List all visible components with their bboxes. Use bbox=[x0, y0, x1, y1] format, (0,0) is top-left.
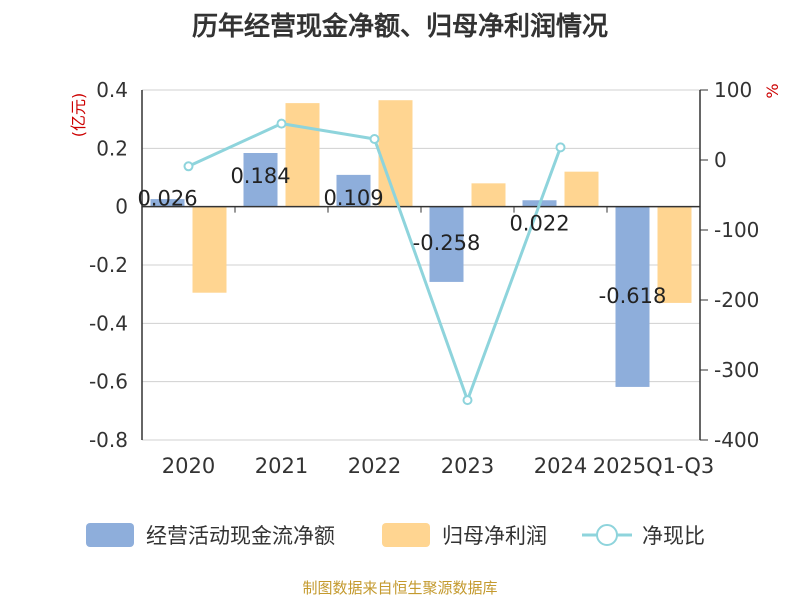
y-right-tick-label: 100 bbox=[714, 78, 752, 102]
chart-title: 历年经营现金净额、归母净利润情况 bbox=[191, 12, 608, 42]
x-tick-label: 2025Q1-Q3 bbox=[593, 454, 715, 478]
data-label: 0.026 bbox=[137, 187, 197, 211]
data-label: 0.184 bbox=[230, 164, 290, 188]
y-left-tick-label: -0.4 bbox=[89, 311, 128, 335]
data-label: 0.022 bbox=[509, 211, 569, 235]
bar-cash-flow bbox=[336, 174, 371, 207]
y-left-tick-label: 0 bbox=[115, 195, 128, 219]
line-point bbox=[369, 134, 380, 144]
y-left-tick-label: 0.4 bbox=[96, 78, 128, 102]
line-point bbox=[276, 118, 287, 129]
line-point bbox=[183, 161, 194, 172]
legend-swatch-net-profit bbox=[382, 523, 430, 547]
y-right-tick-label: -200 bbox=[714, 288, 759, 312]
y-right-tick-label: -100 bbox=[714, 218, 759, 242]
data-label: 0.109 bbox=[323, 186, 383, 210]
data-label: -0.618 bbox=[599, 284, 667, 308]
y-left-tick-label: -0.8 bbox=[89, 428, 128, 452]
bar-net-profit bbox=[657, 206, 692, 303]
y-left-axis-title: (亿元) bbox=[69, 93, 88, 138]
bar-net-profit bbox=[285, 103, 320, 207]
y-right-tick-label: -400 bbox=[714, 428, 759, 452]
data-label: -0.258 bbox=[413, 231, 481, 255]
line-point bbox=[462, 395, 473, 406]
y-right-tick-label: 0 bbox=[714, 148, 727, 172]
y-right-tick-label: -300 bbox=[714, 358, 759, 382]
bar-net-profit bbox=[564, 171, 599, 207]
y-left-tick-label: -0.6 bbox=[89, 370, 128, 394]
bar-cash-flow bbox=[243, 153, 278, 207]
bar-net-profit bbox=[378, 100, 413, 207]
x-tick-label: 2023 bbox=[441, 454, 494, 478]
legend-swatch-cash-flow bbox=[86, 523, 134, 547]
bar-cash-flow bbox=[429, 206, 464, 282]
bar-cash-flow bbox=[150, 199, 185, 207]
bar-net-profit bbox=[192, 206, 227, 293]
y-left-tick-label: -0.2 bbox=[89, 253, 128, 277]
y-left-tick-label: 0.2 bbox=[96, 136, 128, 160]
line-point bbox=[555, 142, 566, 153]
x-tick-label: 2022 bbox=[348, 454, 401, 478]
x-tick-label: 2020 bbox=[162, 454, 215, 478]
legend-swatch-marker bbox=[596, 524, 618, 546]
source-note: 制图数据来自恒生聚源数据库 bbox=[302, 579, 498, 597]
y-right-axis-title: % bbox=[763, 83, 782, 98]
legend-label: 净现比 bbox=[642, 524, 705, 548]
legend-label: 归母净利润 bbox=[442, 524, 547, 548]
x-tick-label: 2024 bbox=[534, 454, 587, 478]
bar-cash-flow bbox=[615, 206, 650, 387]
legend-label: 经营活动现金流净额 bbox=[146, 524, 335, 548]
bar-net-profit bbox=[471, 183, 506, 207]
x-tick-label: 2021 bbox=[255, 454, 308, 478]
